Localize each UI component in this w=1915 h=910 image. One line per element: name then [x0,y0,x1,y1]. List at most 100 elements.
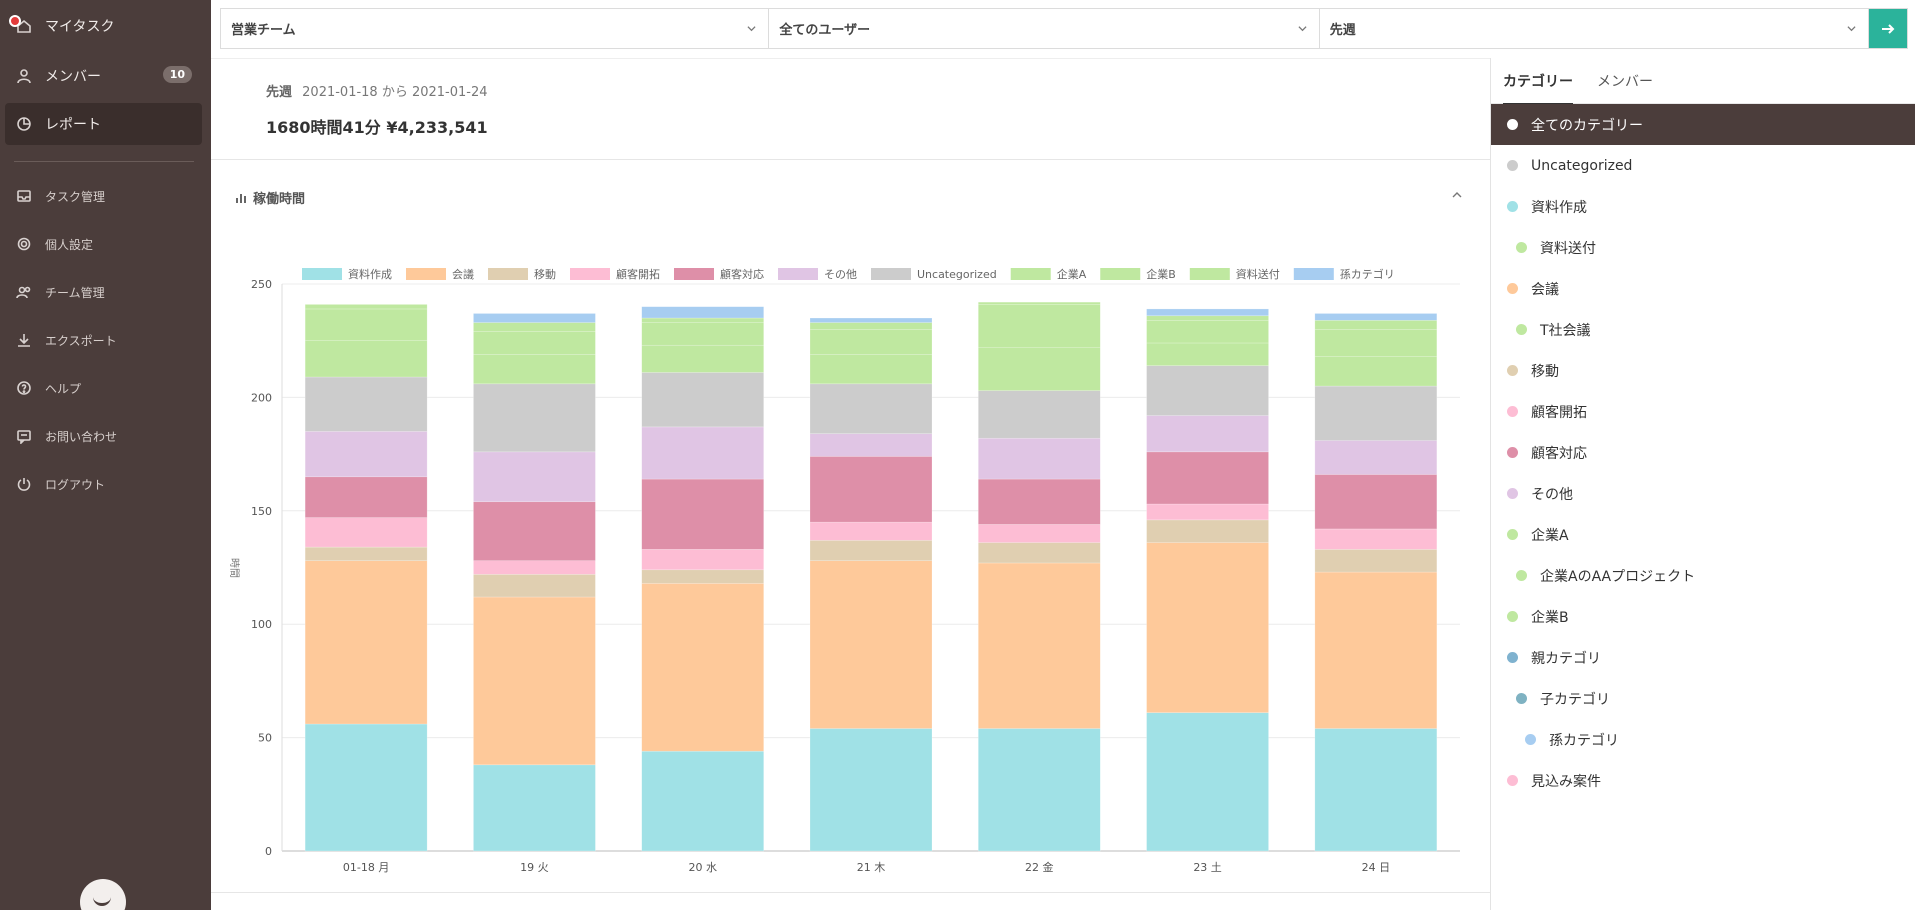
legend-swatch [488,268,528,280]
divider [14,161,194,162]
bar-segment [977,301,1101,305]
bar-segment [977,524,1101,543]
bar-segment [1314,329,1438,357]
tab-category[interactable]: カテゴリー [1503,71,1573,105]
bar-segment [473,383,596,453]
work-hours-chart: 0 50 100 150 200 250 時間 資料作成 会議 移動 顧客開拓 顧客対応 その他 Unca… [228,267,1460,874]
category-item[interactable]: その他 [1491,473,1915,514]
legend-swatch [1010,268,1051,280]
bar-segment [641,478,765,550]
bar-segment [1314,385,1438,441]
bar-segment [1314,319,1438,330]
category-item[interactable]: 孫カテゴリ [1491,719,1915,760]
bar-segment [1146,712,1269,852]
period-label: 先週 [266,85,293,100]
legend-label: 顧客開拓 [616,267,660,281]
avatar[interactable] [80,879,126,910]
apply-filter-button[interactable] [1869,9,1907,48]
period-range: 2021-01-18 から 2021-01-24 [302,85,488,100]
category-label: T社会議 [1540,322,1591,339]
sidebar-item-label: ヘルプ [45,381,82,396]
sidebar-item-message[interactable]: お問い合わせ [5,415,202,457]
bar-segment [641,317,765,323]
category-item[interactable]: 企業B [1491,596,1915,637]
x-tick-label: 01-18 月 [343,861,389,874]
bar-segment [473,764,596,852]
category-item[interactable]: Uncategorized [1491,145,1915,186]
bar-segment [1146,319,1269,344]
category-item[interactable]: 移動 [1491,350,1915,391]
category-dot-icon [1516,570,1527,581]
chevron-up-icon[interactable] [1451,191,1463,199]
tab-member[interactable]: メンバー [1597,74,1653,90]
sidebar-item-power[interactable]: ログアウト [5,463,202,505]
category-item[interactable]: 会議 [1491,268,1915,309]
category-item[interactable]: 子カテゴリ [1491,678,1915,719]
category-item[interactable]: T社会議 [1491,309,1915,350]
legend-swatch [778,268,818,280]
category-item[interactable]: 顧客開拓 [1491,391,1915,432]
sidebar-item-report[interactable]: レポート [5,103,202,145]
bar-segment [473,331,596,355]
legend-swatch [1100,268,1141,280]
category-dot-icon [1516,324,1527,335]
sidebar-item-download[interactable]: エクスポート [5,319,202,361]
bar-segment [473,560,596,575]
sidebar-item-gear[interactable]: 個人設定 [5,223,202,265]
category-dot-icon [1507,160,1518,171]
bar-segment [809,456,933,523]
category-dot-icon [1507,775,1518,786]
category-label: 企業AのAAプロジェクト [1540,568,1696,585]
category-item[interactable]: 資料作成 [1491,186,1915,227]
message-icon [15,427,33,445]
sidebar: マイタスクメンバー 10 レポートタスク管理個人設定チーム管理エクスポートヘルプお問… [0,0,211,910]
category-item[interactable]: 顧客対応 [1491,432,1915,473]
category-label: 資料作成 [1531,199,1587,216]
sidebar-item-label: タスク管理 [45,189,106,204]
bar-segment [809,560,933,729]
section-title: 稼働時間 [253,192,306,207]
legend-label: 企業A [1057,267,1087,281]
bar-segment [1314,528,1438,550]
bar-segment [809,728,933,852]
period-select-value: 先週 [1329,23,1356,38]
bar-segment [977,542,1101,564]
sidebar-item-user[interactable]: メンバー 10 [5,55,202,97]
category-item[interactable]: 企業AのAAプロジェクト [1491,555,1915,596]
category-item[interactable]: 企業A [1491,514,1915,555]
sidebar-item-label: 個人設定 [45,237,94,252]
category-label: 資料送付 [1540,240,1596,257]
bar-segment [809,354,933,385]
team-select[interactable]: 営業チーム [221,9,770,48]
category-item[interactable]: 全てのカテゴリー [1491,104,1915,145]
bar-segment [641,426,765,480]
sidebar-item-team[interactable]: チーム管理 [5,271,202,313]
sidebar-item-help[interactable]: ヘルプ [5,367,202,409]
category-item[interactable]: 親カテゴリ [1491,637,1915,678]
x-tick-label: 20 水 [688,861,717,874]
category-dot-icon [1507,529,1518,540]
divider [211,58,1490,59]
sidebar-item-home[interactable]: マイタスク [5,5,202,47]
sidebar-item-inbox[interactable]: タスク管理 [5,175,202,217]
bar-chart-icon [236,193,246,203]
bar-segment [977,347,1101,391]
legend-label: 孫カテゴリ [1340,267,1395,281]
y-tick-label: 200 [251,391,272,404]
bar-segment [304,517,428,548]
filter-bar: 営業チーム 全てのユーザー 先週 [220,8,1908,49]
bar-segment [641,306,765,319]
bar-segment [809,383,933,434]
user-select[interactable]: 全てのユーザー [769,9,1320,48]
bar-segment [304,723,428,852]
category-dot-icon [1507,283,1518,294]
legend-label: 資料作成 [348,267,392,281]
legend-swatch [1189,268,1230,280]
category-item[interactable]: 資料送付 [1491,227,1915,268]
bar-segment [304,560,428,725]
category-item[interactable]: 見込み案件 [1491,760,1915,801]
period-select[interactable]: 先週 [1320,9,1870,48]
y-tick-label: 250 [251,278,272,291]
team-icon [15,283,33,301]
